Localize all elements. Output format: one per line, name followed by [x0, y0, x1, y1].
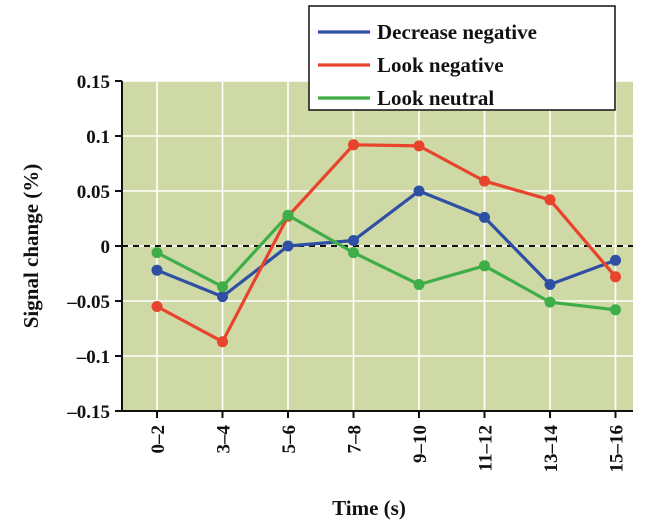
data-point — [151, 301, 163, 312]
series-line — [156, 189, 617, 299]
data-point — [217, 336, 228, 348]
data-point — [479, 211, 490, 223]
data-point — [348, 235, 359, 246]
y-tick-label: 0.1 — [86, 127, 110, 148]
x-tick-label: 9–10 — [410, 425, 431, 463]
x-tick-label: 0–2 — [148, 425, 169, 454]
x-tick-label: 5–6 — [279, 425, 300, 454]
series-line — [156, 213, 616, 312]
data-point — [282, 240, 294, 252]
y-axis-title: Signal change (%) — [19, 164, 43, 329]
legend-label: Look negative — [377, 53, 504, 77]
data-point — [151, 247, 163, 259]
data-point — [610, 271, 621, 283]
x-tick-label: 11–12 — [476, 425, 497, 471]
data-point — [479, 175, 490, 187]
data-point — [348, 139, 359, 151]
data-point — [479, 260, 490, 272]
y-tick-label: 0 — [101, 237, 111, 258]
y-tick-label: 0.15 — [77, 72, 110, 93]
data-point — [413, 185, 425, 197]
legend-box — [308, 5, 616, 111]
series-line — [156, 143, 617, 344]
x-tick-label: 15–16 — [607, 425, 628, 473]
data-point — [544, 194, 556, 206]
series-look-neutral — [151, 209, 621, 316]
series-lines — [151, 139, 621, 348]
x-tick-label: 13–14 — [541, 425, 562, 473]
data-point — [544, 296, 556, 308]
data-point — [348, 247, 359, 259]
legend-label: Look neutral — [377, 86, 494, 110]
x-ticks: 0–2 3–4 5–6 7–8 9–10 11–12 13–14 15–16 — [148, 411, 628, 473]
legend-label: Decrease negative — [377, 20, 537, 44]
data-point — [217, 291, 228, 303]
legend: Decrease negative Look negative Look neutr… — [308, 5, 616, 111]
y-tick-label: –0.15 — [66, 402, 110, 423]
x-axis-title: Time (s) — [332, 496, 406, 520]
x-tick-label: 7–8 — [345, 425, 366, 454]
data-point — [413, 279, 425, 290]
data-point — [413, 140, 425, 152]
data-point — [282, 209, 294, 221]
data-point — [610, 254, 621, 266]
y-tick-label: –0.05 — [66, 292, 110, 313]
x-tick-label: 3–4 — [214, 425, 235, 454]
data-point — [217, 281, 228, 293]
y-ticks: 0.15 0.1 0.05 0 –0.05 –0.1 –0.15 — [66, 72, 122, 423]
y-tick-label: 0.05 — [77, 182, 110, 203]
y-tick-label: –0.1 — [76, 347, 110, 368]
data-point — [151, 264, 163, 276]
data-point — [610, 304, 621, 316]
series-decrease-negative — [151, 185, 621, 303]
data-point — [544, 279, 556, 290]
